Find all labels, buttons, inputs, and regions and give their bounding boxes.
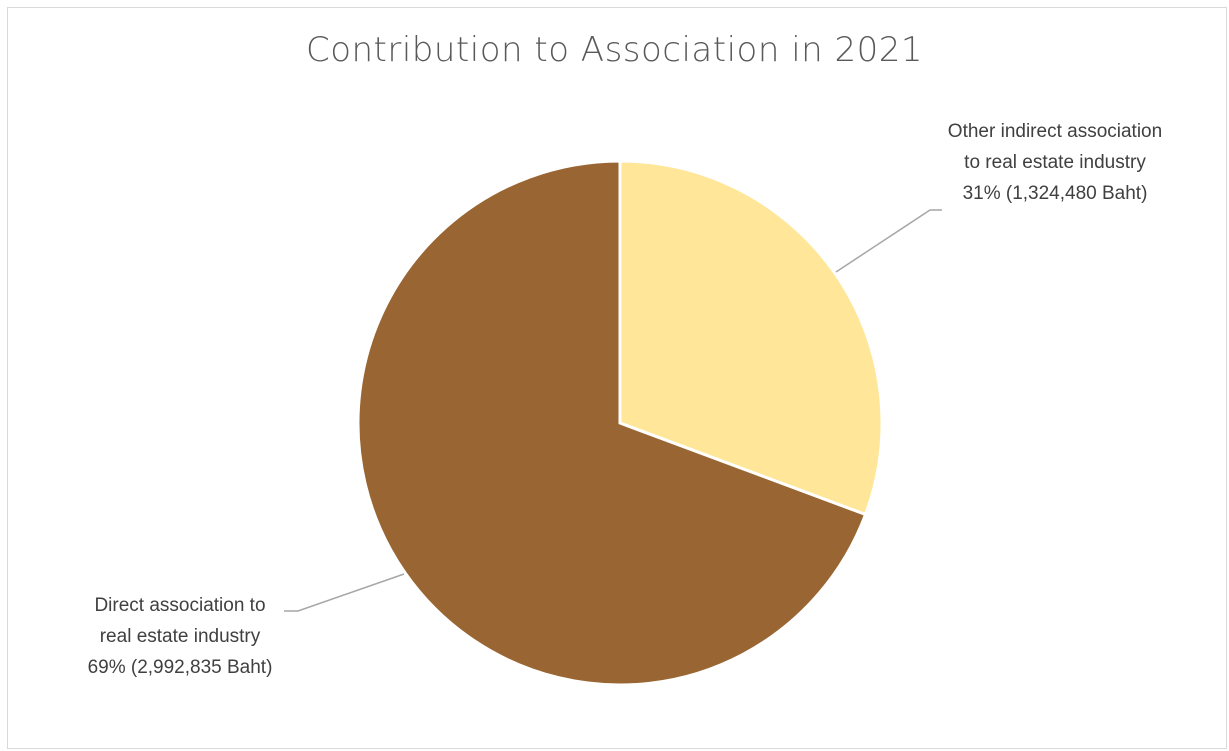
data-label-direct: Direct association to real estate indust… (40, 590, 320, 683)
chart-title: Contribution to Association in 2021 (305, 30, 924, 70)
pie-slices (356, 159, 884, 687)
data-label-value: 69% (2,992,835 Baht) (87, 657, 273, 678)
pie-slice-direct (356, 159, 868, 687)
leader-lines (284, 209, 942, 612)
leader-line-direct (284, 573, 405, 612)
data-label-name-line-1: Direct association to (94, 595, 266, 616)
pie-slice-other-indirect (618, 159, 884, 517)
data-label-name-line-2: real estate industry (99, 626, 261, 647)
leader-line-other-indirect (835, 209, 942, 273)
data-label-name-line-1: Other indirect association (947, 121, 1163, 142)
data-label-other-indirect: Other indirect association to real estat… (910, 116, 1200, 209)
data-label-value: 31% (1,324,480 Baht) (962, 183, 1148, 204)
data-label-name-line-2: to real estate industry (964, 152, 1146, 173)
